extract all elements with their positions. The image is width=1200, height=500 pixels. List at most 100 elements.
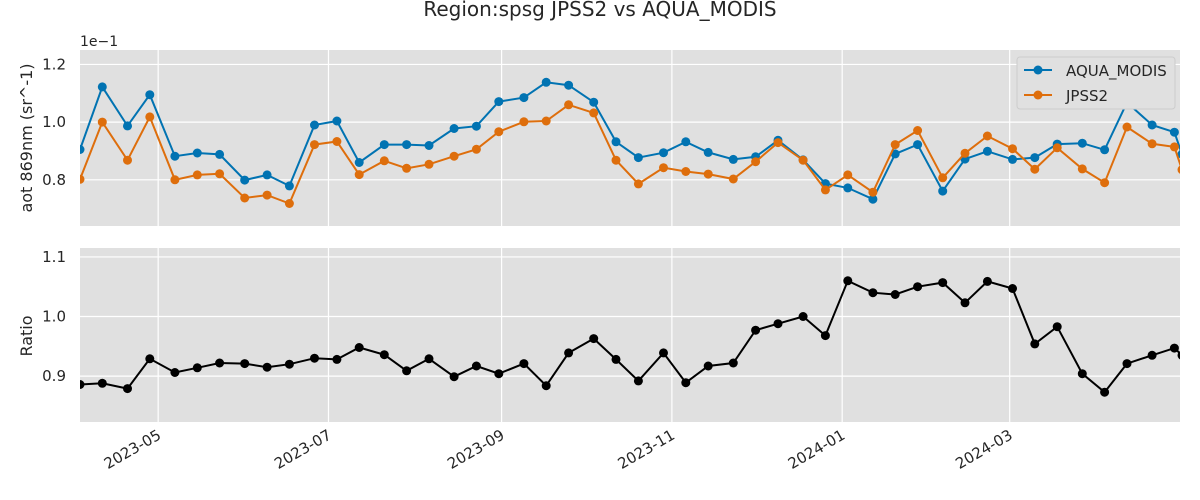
- point-ratio: [1169, 343, 1179, 353]
- point-ratio: [938, 278, 948, 288]
- point-ratio: [960, 298, 970, 308]
- top-y-tick-label: 0.8: [42, 171, 66, 189]
- point-jpss2: [494, 127, 504, 137]
- top-y-tick-label: 1.0: [42, 113, 66, 131]
- point-aqua-modis: [1100, 145, 1110, 155]
- point-jpss2: [681, 167, 691, 176]
- legend-label-jpss2: JPSS2: [1065, 87, 1108, 105]
- point-ratio: [449, 372, 459, 382]
- point-aqua-modis: [913, 140, 923, 150]
- point-jpss2: [1122, 122, 1132, 132]
- point-aqua-modis: [1147, 120, 1157, 130]
- point-aqua-modis: [262, 170, 272, 180]
- point-aqua-modis: [589, 97, 599, 107]
- bottom-plot-background: [80, 248, 1180, 422]
- point-ratio: [703, 361, 713, 371]
- point-aqua-modis: [1008, 154, 1017, 164]
- top-grid: [80, 50, 1180, 226]
- point-jpss2: [240, 193, 250, 203]
- point-jpss2: [80, 174, 85, 184]
- point-aqua-modis: [541, 77, 551, 87]
- point-ratio: [1077, 369, 1087, 379]
- point-ratio: [170, 368, 180, 377]
- point-jpss2: [659, 163, 668, 173]
- point-jpss2: [982, 131, 992, 141]
- bottom-y-ticks: 0.9 1.0 1.1: [42, 248, 66, 385]
- bottom-y-tick-label: 0.9: [42, 367, 66, 385]
- point-ratio: [773, 319, 783, 329]
- point-jpss2: [379, 156, 389, 166]
- bottom-series-clip: [80, 276, 1180, 397]
- x-tick-label: 2023-07: [271, 426, 334, 473]
- point-aqua-modis: [868, 194, 878, 204]
- point-aqua-modis: [170, 151, 180, 161]
- point-jpss2: [262, 190, 272, 200]
- point-jpss2: [633, 179, 643, 189]
- point-jpss2: [1077, 164, 1087, 174]
- point-aqua-modis: [494, 97, 504, 107]
- point-jpss2: [192, 170, 202, 180]
- point-jpss2: [751, 157, 761, 167]
- point-jpss2: [589, 108, 599, 118]
- point-ratio: [820, 331, 830, 341]
- point-aqua-modis: [1169, 127, 1179, 137]
- point-aqua-modis: [145, 90, 155, 100]
- bottom-y-tick-label: 1.1: [42, 248, 66, 266]
- point-ratio: [402, 366, 412, 376]
- point-aqua-modis: [1030, 153, 1040, 163]
- point-ratio: [1052, 322, 1062, 332]
- x-ticks: 2023-05 2023-07 2023-09 2023-11 2024-01 2024-…: [101, 426, 1016, 473]
- point-jpss2: [170, 175, 180, 185]
- point-jpss2: [519, 117, 529, 127]
- legend-box: [1016, 56, 1176, 110]
- point-aqua-modis: [123, 121, 132, 131]
- point-jpss2: [449, 151, 459, 161]
- point-ratio: [611, 354, 621, 364]
- point-ratio: [332, 354, 342, 364]
- x-tick-label: 2024-03: [952, 426, 1015, 473]
- point-ratio: [843, 276, 853, 286]
- point-jpss2: [1100, 178, 1110, 188]
- point-aqua-modis: [519, 93, 529, 103]
- x-tick-label: 2024-01: [785, 426, 848, 473]
- point-ratio: [284, 359, 294, 369]
- legend: AQUA_MODIS JPSS2: [1016, 56, 1176, 110]
- point-jpss2: [97, 117, 107, 127]
- top-y-axis-label: aot 869nm (sr^-1): [17, 63, 36, 212]
- point-aqua-modis: [449, 124, 459, 133]
- top-y-tick-label: 1.2: [42, 55, 66, 73]
- bottom-panel: 0.91.01.1 Ratio 2023-05 2023-07 2023-09 202…: [17, 248, 1180, 473]
- bottom-y-tick-label: 1.0: [42, 308, 66, 326]
- point-jpss2: [938, 173, 948, 183]
- point-ratio: [589, 334, 599, 344]
- point-aqua-modis: [402, 140, 412, 150]
- point-aqua-modis: [703, 147, 713, 157]
- top-y-ticks: 0.8 1.0 1.2: [42, 55, 66, 188]
- x-tick-label: 2023-11: [615, 426, 678, 473]
- point-aqua-modis: [192, 148, 202, 158]
- point-aqua-modis: [354, 158, 364, 167]
- point-jpss2: [123, 155, 132, 165]
- top-panel: 0.8 1.0 1.2 1e−1 aot 869nm (sr^-1) AQUA_MO…: [17, 34, 1180, 226]
- point-aqua-modis: [1077, 138, 1087, 148]
- point-aqua-modis: [332, 116, 342, 126]
- point-ratio: [471, 361, 481, 371]
- point-ratio: [1100, 387, 1110, 397]
- point-jpss2: [703, 169, 713, 179]
- point-ratio: [379, 350, 389, 360]
- point-ratio: [424, 354, 434, 364]
- legend-label-aqua-modis: AQUA_MODIS: [1066, 62, 1167, 81]
- point-ratio: [1030, 339, 1040, 349]
- point-ratio: [728, 358, 738, 368]
- point-ratio: [1177, 351, 1180, 360]
- point-ratio: [913, 282, 923, 292]
- point-jpss2: [773, 138, 783, 148]
- bottom-grid: [80, 248, 1180, 422]
- top-y-offset-label: 1e−1: [80, 34, 118, 50]
- point-aqua-modis: [215, 149, 225, 159]
- point-aqua-modis: [379, 140, 389, 150]
- legend-marker-aqua-modis: [1033, 65, 1043, 75]
- point-jpss2: [868, 187, 878, 197]
- point-ratio: [868, 288, 878, 298]
- point-aqua-modis: [564, 80, 574, 90]
